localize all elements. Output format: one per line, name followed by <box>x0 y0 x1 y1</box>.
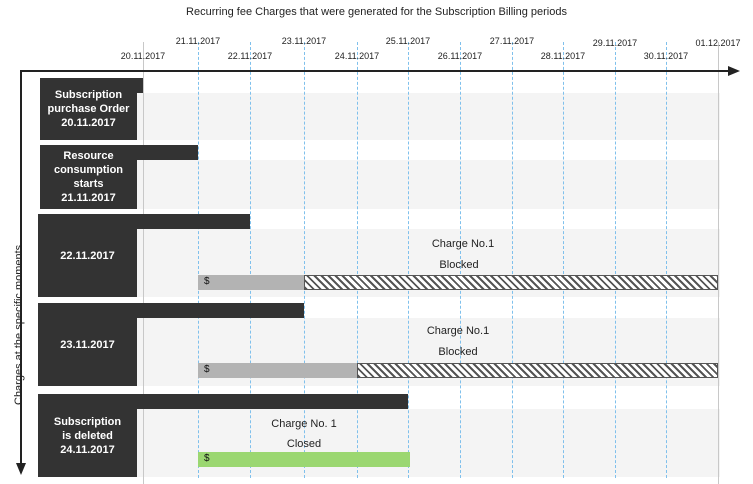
gridline <box>615 42 616 478</box>
moment-label: 23.11.2017 <box>60 338 115 351</box>
row-band <box>137 93 720 140</box>
duration-bar <box>137 78 143 93</box>
row-band <box>137 160 720 209</box>
charge-status: Blocked <box>438 346 478 358</box>
gridline <box>408 42 409 478</box>
y-axis-label: Charges at the specific moments <box>13 244 25 405</box>
date-label: 24.11.2017 <box>334 51 380 61</box>
date-label: 29.11.2017 <box>592 38 638 48</box>
date-label: 25.11.2017 <box>385 36 431 46</box>
charge-title: Charge No.1 <box>431 238 495 250</box>
duration-bar <box>137 303 304 318</box>
moment-box-consumption-start: Resource consumption starts 21.11.2017 <box>40 145 137 209</box>
charge-title: Charge No. 1 <box>271 418 337 430</box>
moments-axis-arrow-icon <box>16 463 26 475</box>
gridline <box>460 42 461 478</box>
gridline <box>250 42 251 478</box>
date-label: 27.11.2017 <box>489 36 535 46</box>
charge-billed-part <box>198 275 304 290</box>
moment-box-deleted: Subscription is deleted 24.11.2017 <box>38 394 137 477</box>
gridline <box>198 42 199 478</box>
charge-status: Blocked <box>439 259 479 271</box>
charge-bar-closed: $ <box>198 452 410 467</box>
gridline <box>304 42 305 478</box>
gridline <box>357 42 358 478</box>
charge-closed-part <box>198 452 410 467</box>
currency-symbol: $ <box>204 364 210 375</box>
currency-symbol: $ <box>204 453 210 464</box>
charge-status: Closed <box>286 438 322 450</box>
date-label: 26.11.2017 <box>437 51 483 61</box>
moment-label: 22.11.2017 <box>60 249 115 262</box>
duration-bar <box>137 394 408 409</box>
charge-billed-part <box>198 363 357 378</box>
date-label: 23.11.2017 <box>281 36 327 46</box>
time-axis <box>22 70 730 72</box>
moment-label: Resource consumption starts 21.11.2017 <box>53 150 124 204</box>
date-label: 28.11.2017 <box>540 51 586 61</box>
moment-box-22-11: 22.11.2017 <box>38 214 137 297</box>
diagram-title: Recurring fee Charges that were generate… <box>186 6 567 18</box>
moment-label: Subscription is deleted 24.11.2017 <box>53 415 122 456</box>
moments-axis <box>20 70 22 465</box>
charge-blocked-part <box>357 363 718 378</box>
date-label: 22.11.2017 <box>227 51 273 61</box>
gridline-start <box>143 42 144 484</box>
gridline <box>512 42 513 478</box>
date-label: 30.11.2017 <box>643 51 689 61</box>
date-label: 21.11.2017 <box>175 36 221 46</box>
currency-symbol: $ <box>204 276 210 287</box>
charge-title: Charge No.1 <box>426 325 490 337</box>
moment-box-23-11: 23.11.2017 <box>38 303 137 386</box>
moment-box-purchase-order: Subscription purchase Order 20.11.2017 <box>40 78 137 140</box>
gridline <box>666 42 667 478</box>
charge-blocked-part <box>304 275 718 290</box>
date-label: 20.11.2017 <box>120 51 166 61</box>
time-axis-arrow-icon <box>728 66 740 76</box>
date-label: 01.12.2017 <box>695 38 741 48</box>
moment-label: Subscription purchase Order 20.11.2017 <box>47 89 130 129</box>
duration-bar <box>137 214 250 229</box>
gridline <box>563 42 564 478</box>
gridline-end <box>718 42 719 484</box>
charge-bar-blocked: $ <box>198 275 718 290</box>
duration-bar <box>137 145 198 160</box>
charge-bar-blocked: $ <box>198 363 718 378</box>
